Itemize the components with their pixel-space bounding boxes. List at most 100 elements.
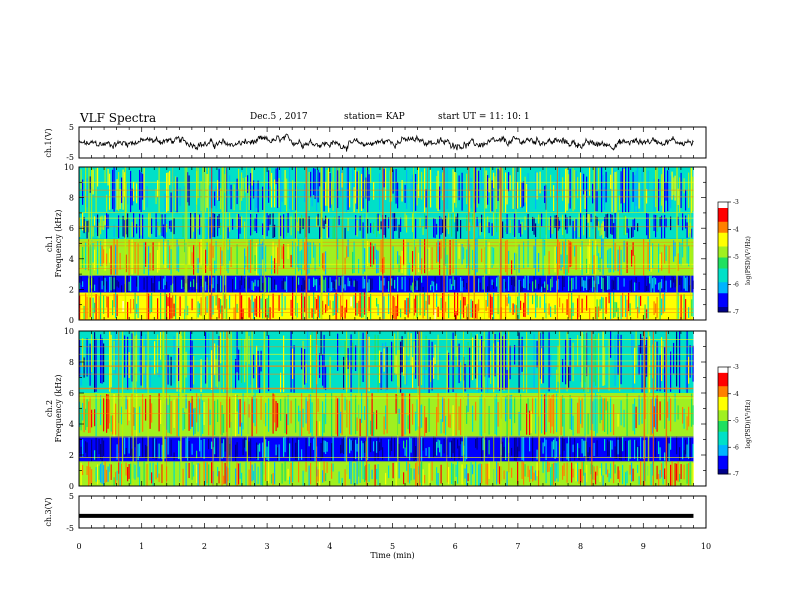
spectrogram-stripe [557, 461, 559, 482]
spectrogram-stripe [278, 239, 280, 267]
spectrogram-stripe [398, 443, 400, 460]
spectrogram-stripe [419, 276, 421, 292]
spectrogram-stripe [425, 417, 427, 433]
spectrogram-stripe [602, 297, 604, 320]
spectrogram-stripe [362, 167, 364, 209]
spectrogram-stripe [625, 216, 627, 235]
spectrogram-stripe [431, 280, 433, 287]
spectrogram-stripe [659, 401, 661, 421]
spectrogram-stripe [215, 359, 217, 387]
spectrogram-stripe [626, 393, 628, 437]
x-tick-label: 6 [453, 542, 458, 551]
spectrogram-stripe [563, 276, 565, 288]
spectrogram-stripe [248, 441, 250, 456]
spectrogram-stripe [362, 461, 364, 480]
spectrogram-stripe [349, 400, 351, 435]
spectrogram-stripe [313, 277, 315, 287]
spectrogram-stripe [692, 463, 694, 486]
spectrogram-stripe [184, 412, 186, 430]
spectrogram-stripe [596, 216, 598, 226]
spectrogram-stripe [664, 275, 666, 290]
spectrogram-stripe [338, 397, 340, 437]
spectrogram-stripe [446, 219, 448, 230]
spectrogram-stripe [322, 354, 324, 386]
spectrogram-stripe [532, 281, 534, 292]
spectrogram-stripe [187, 172, 189, 203]
spectrogram-stripe [178, 440, 180, 460]
spectrogram-stripe [566, 168, 568, 211]
spectrogram-stripe [251, 464, 253, 482]
spectrogram-stripe [461, 280, 463, 292]
spectrogram-stripe [167, 172, 169, 212]
spectrogram-stripe [397, 294, 399, 317]
spectrogram-stripe [250, 239, 252, 274]
spectrogram-stripe [319, 277, 321, 286]
spectrogram-stripe [251, 280, 253, 290]
spectrogram-stripe [619, 195, 621, 211]
spectrogram-stripe [242, 308, 244, 320]
spectrogram-stripe [107, 214, 109, 229]
spectrogram-stripe [599, 468, 601, 483]
spectrogram-stripe [326, 169, 328, 207]
spectrogram-stripe [167, 354, 169, 385]
spectrogram-stripe [253, 180, 255, 199]
spectrogram-stripe [551, 217, 553, 235]
spectrogram-stripe [362, 276, 364, 289]
spectrogram-stripe [481, 336, 483, 392]
spectrogram-stripe [181, 279, 183, 289]
spectrogram-stripe [226, 239, 228, 271]
spectrogram-stripe [296, 302, 298, 318]
spectrogram-stripe [302, 218, 304, 229]
spectrogram-stripe [634, 175, 636, 212]
spectrogram-stripe [364, 279, 366, 289]
spectrogram-stripe [551, 441, 553, 458]
spectrogram-stripe [499, 466, 501, 485]
spectrogram-stripe [388, 293, 390, 314]
spectrogram-stripe [110, 464, 112, 480]
spectrogram-stripe [383, 296, 385, 319]
spectrogram-stripe [383, 257, 385, 273]
spectrogram-stripe [692, 280, 694, 290]
spectrogram-stripe [218, 298, 220, 319]
spectrogram-stripe [598, 167, 600, 190]
spectrogram-stripe [170, 220, 172, 232]
spectrogram-stripe [646, 309, 648, 319]
spectrogram-stripe [164, 275, 166, 286]
colorbar-cell [718, 423, 728, 427]
spectrogram-stripe [265, 402, 267, 427]
colorbar-cell [718, 463, 728, 467]
spectrogram-stripe [173, 218, 175, 235]
spectrogram-stripe [331, 443, 333, 461]
spectrogram-stripe [185, 394, 187, 409]
spectrogram-stripe [371, 243, 373, 268]
spectrogram-stripe [85, 441, 87, 453]
spectrogram-stripe [224, 438, 226, 452]
spectrogram-stripe [563, 220, 565, 238]
spectrogram-stripe [421, 275, 423, 283]
spectrogram-stripe [86, 296, 88, 319]
spectrogram-stripe [497, 276, 499, 292]
spectrogram-stripe [239, 292, 241, 320]
spectrogram-stripe [683, 275, 685, 289]
spectrogram-stripe [205, 296, 207, 315]
spectrogram-stripe [370, 293, 372, 320]
spectrogram-stripe [130, 437, 132, 456]
spectrogram-stripe [112, 169, 114, 210]
spectrogram-stripe [412, 282, 414, 293]
spectrogram-stripe [196, 393, 198, 423]
spectrogram-stripe [691, 299, 693, 317]
spectrogram-stripe [113, 277, 115, 290]
spectrogram-stripe [692, 443, 694, 458]
spectrogram-stripe [620, 249, 622, 275]
spectrogram-stripe [205, 332, 207, 384]
spectrogram-stripe [158, 473, 160, 483]
spectrogram-stripe [121, 463, 123, 486]
spectrogram-stripe [331, 181, 333, 205]
spectrogram-stripe [239, 216, 241, 234]
spectrogram-stripe [455, 311, 457, 320]
spectrogram-stripe [331, 282, 333, 291]
spectrogram-stripe [406, 461, 408, 471]
spectrogram-stripe [649, 218, 651, 239]
spectrogram-stripe [322, 253, 324, 270]
spectrogram-stripe [607, 213, 609, 239]
